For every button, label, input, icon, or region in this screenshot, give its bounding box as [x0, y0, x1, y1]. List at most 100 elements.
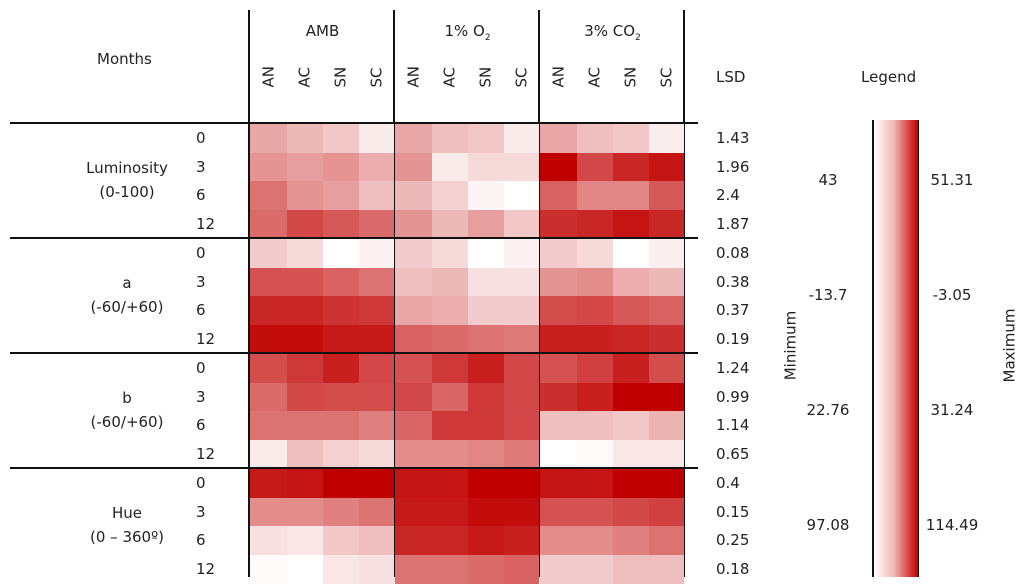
heatmap-cell	[359, 296, 394, 325]
heatmap-cell	[540, 526, 577, 555]
heatmap-cell	[395, 267, 432, 297]
heatmap-cell	[468, 469, 504, 498]
heatmap-cell	[359, 411, 394, 440]
heatmap-cell	[250, 497, 287, 527]
heatmap-cell	[504, 526, 539, 555]
heatmap-cell	[323, 526, 359, 555]
heatmap-cell	[287, 497, 323, 527]
heatmap-cell	[540, 382, 577, 412]
heatmap-cell	[504, 354, 539, 383]
heatmap-cell	[432, 439, 468, 469]
month-label: 0	[196, 474, 206, 492]
heatmap-cell	[432, 469, 468, 498]
heatmap-cell	[250, 209, 287, 239]
heatmap-cell	[540, 324, 577, 354]
group-header-label: AMB	[305, 22, 340, 40]
heatmap-cell	[250, 354, 287, 383]
heatmap-cell	[359, 554, 394, 584]
lsd-value: 0.99	[716, 387, 750, 406]
group-separator-line	[248, 10, 250, 577]
heatmap-cell	[613, 354, 649, 383]
lsd-value: 1.14	[716, 416, 750, 434]
heatmap-cell	[468, 354, 504, 383]
lsd-header: LSD	[716, 68, 746, 86]
heatmap-cell	[250, 526, 287, 555]
heatmap-cell	[504, 411, 539, 440]
heatmap-cell	[395, 181, 432, 210]
legend-gradient-bar	[872, 120, 919, 577]
heatmap-cell	[359, 354, 394, 383]
heatmap-cell	[287, 469, 323, 498]
lsd-value: 0.4	[716, 474, 740, 492]
heatmap-cell	[577, 324, 613, 354]
heatmap-cell	[577, 267, 613, 297]
maximum-axis-label: Maximum	[1000, 308, 1017, 383]
heatmap-cell	[540, 439, 577, 469]
heatmap-cell	[323, 239, 359, 268]
heatmap-cell	[323, 181, 359, 210]
heatmap-cell	[540, 411, 577, 440]
heatmap-cell	[504, 124, 539, 153]
heatmap-cell	[649, 296, 684, 325]
heatmap-cell	[359, 209, 394, 239]
legend-min-value: 43	[818, 171, 838, 189]
heatmap-cell	[577, 296, 613, 325]
month-label: 0	[196, 244, 206, 262]
group-header: 1% O2	[444, 24, 490, 43]
treatment-label: AC	[295, 67, 314, 88]
heatmap-cell	[540, 152, 577, 182]
heatmap-cell	[504, 497, 539, 527]
group-separator-line	[538, 10, 540, 577]
group-header-label: 3% CO	[584, 22, 636, 40]
heatmap-cell	[504, 554, 539, 584]
heatmap-cell	[468, 526, 504, 555]
heatmap-cell	[577, 239, 613, 268]
heatmap-cell	[649, 526, 684, 555]
heatmap-cell	[287, 382, 323, 412]
legend-min-value: -13.7	[808, 286, 848, 304]
heatmap-cell	[540, 354, 577, 383]
heatmap-cell	[432, 152, 468, 182]
group-header-label: 1% O	[444, 22, 485, 40]
heatmap-cell	[287, 209, 323, 239]
heatmap-cell	[432, 296, 468, 325]
heatmap-cell	[468, 497, 504, 527]
heatmap-cell	[649, 324, 684, 354]
month-label: 12	[196, 444, 216, 463]
heatmap-cell	[250, 439, 287, 469]
heatmap-cell	[613, 181, 649, 210]
legend-max-value: 31.24	[930, 401, 974, 419]
heatmap-cell	[395, 152, 432, 182]
treatment-label: AN	[549, 66, 567, 88]
month-label: 3	[196, 272, 206, 291]
heatmap-cell	[577, 411, 613, 440]
heatmap-cell	[504, 296, 539, 325]
attribute-range: (0 – 360º)	[90, 528, 164, 546]
group-header-subscript: 2	[635, 33, 641, 43]
heatmap-cell	[359, 526, 394, 555]
heatmap-cell	[540, 209, 577, 239]
heatmap-cell	[323, 497, 359, 527]
heatmap-cell	[323, 267, 359, 297]
heatmap-cell	[323, 554, 359, 584]
heatmap-cell	[504, 469, 539, 498]
heatmap-cell	[287, 181, 323, 210]
treatment-label: SN	[331, 66, 350, 88]
group-header: AMB	[306, 24, 340, 39]
lsd-value: 1.96	[716, 157, 750, 176]
heatmap-cell	[649, 124, 684, 153]
heatmap-cell	[468, 554, 504, 584]
heatmap-cell	[359, 439, 394, 469]
heatmap-cell	[649, 152, 684, 182]
heatmap-cell	[504, 181, 539, 210]
heatmap-cell	[395, 469, 432, 498]
heatmap-cell	[250, 382, 287, 412]
heatmap-cell	[577, 497, 613, 527]
block-separator-line	[10, 122, 698, 124]
heatmap-cell	[577, 382, 613, 412]
legend-max-value: -3.05	[932, 286, 972, 304]
months-header: Months	[97, 50, 152, 68]
block-separator-line	[10, 352, 698, 354]
month-label: 12	[196, 214, 216, 233]
